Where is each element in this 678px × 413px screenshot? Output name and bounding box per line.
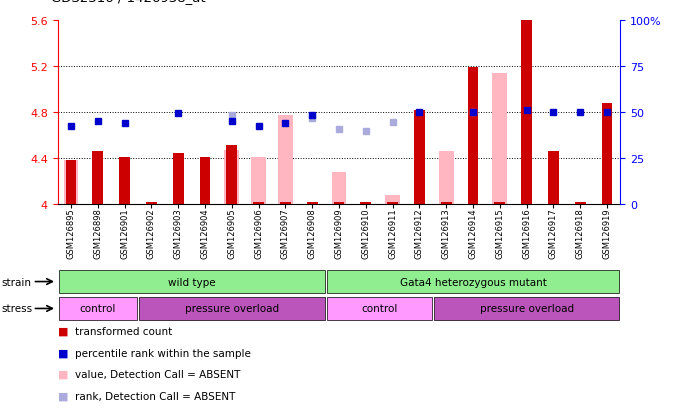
Bar <box>361 202 371 204</box>
Text: GSM126901: GSM126901 <box>120 208 129 258</box>
Text: value, Detection Call = ABSENT: value, Detection Call = ABSENT <box>75 369 240 379</box>
Bar <box>92 152 103 204</box>
Bar <box>146 202 157 204</box>
Text: GDS2316 / 1426938_at: GDS2316 / 1426938_at <box>51 0 205 4</box>
Bar <box>439 152 454 204</box>
Bar <box>199 157 210 204</box>
Text: stress: stress <box>1 304 33 314</box>
Bar <box>59 271 325 293</box>
Text: pressure overload: pressure overload <box>184 304 279 314</box>
Text: GSM126906: GSM126906 <box>254 208 263 258</box>
Bar <box>252 157 266 204</box>
Text: GSM126912: GSM126912 <box>415 208 424 258</box>
Bar <box>327 297 432 320</box>
Bar <box>414 110 424 204</box>
Bar <box>575 202 586 204</box>
Bar <box>278 116 293 204</box>
Text: GSM126904: GSM126904 <box>201 208 210 258</box>
Text: GSM126903: GSM126903 <box>174 208 182 258</box>
Text: GSM126910: GSM126910 <box>361 208 370 258</box>
Bar <box>59 297 137 320</box>
Bar <box>601 103 612 204</box>
Text: GSM126914: GSM126914 <box>468 208 477 258</box>
Text: percentile rank within the sample: percentile rank within the sample <box>75 348 250 358</box>
Bar <box>521 21 532 204</box>
Text: GSM126902: GSM126902 <box>147 208 156 258</box>
Text: Gata4 heterozygous mutant: Gata4 heterozygous mutant <box>399 277 546 287</box>
Text: GSM126911: GSM126911 <box>388 208 397 258</box>
Text: rank, Detection Call = ABSENT: rank, Detection Call = ABSENT <box>75 391 235 401</box>
Text: GSM126919: GSM126919 <box>603 208 612 258</box>
Bar <box>327 271 619 293</box>
Text: GSM126917: GSM126917 <box>549 208 558 258</box>
Text: GSM126898: GSM126898 <box>94 208 102 259</box>
Bar <box>119 157 130 204</box>
Bar <box>434 297 619 320</box>
Text: control: control <box>79 304 116 314</box>
Bar <box>254 202 264 204</box>
Bar <box>468 68 479 204</box>
Bar <box>494 202 505 204</box>
Bar <box>385 195 400 204</box>
Text: GSM126913: GSM126913 <box>441 208 451 258</box>
Text: wild type: wild type <box>167 277 216 287</box>
Bar <box>226 146 237 204</box>
Text: pressure overload: pressure overload <box>479 304 574 314</box>
Bar <box>548 152 559 204</box>
Text: GSM126916: GSM126916 <box>522 208 531 258</box>
Bar <box>280 202 291 204</box>
Bar <box>173 154 184 204</box>
Text: ■: ■ <box>58 391 68 401</box>
Bar <box>64 161 79 204</box>
Text: ■: ■ <box>58 348 68 358</box>
Text: transformed count: transformed count <box>75 326 172 336</box>
Text: strain: strain <box>1 277 31 287</box>
Text: GSM126918: GSM126918 <box>576 208 584 258</box>
Text: GSM126895: GSM126895 <box>66 208 75 258</box>
Text: ■: ■ <box>58 369 68 379</box>
Text: GSM126909: GSM126909 <box>334 208 344 258</box>
Bar <box>224 150 239 204</box>
Bar <box>307 202 317 204</box>
Text: GSM126908: GSM126908 <box>308 208 317 258</box>
Text: GSM126915: GSM126915 <box>496 208 504 258</box>
Bar <box>334 202 344 204</box>
Bar <box>139 297 325 320</box>
Text: GSM126907: GSM126907 <box>281 208 290 258</box>
Bar <box>387 202 398 204</box>
Text: control: control <box>361 304 397 314</box>
Bar <box>492 74 507 204</box>
Bar <box>66 161 77 204</box>
Bar <box>332 172 346 204</box>
Text: GSM126905: GSM126905 <box>227 208 237 258</box>
Bar <box>441 202 452 204</box>
Text: ■: ■ <box>58 326 68 336</box>
